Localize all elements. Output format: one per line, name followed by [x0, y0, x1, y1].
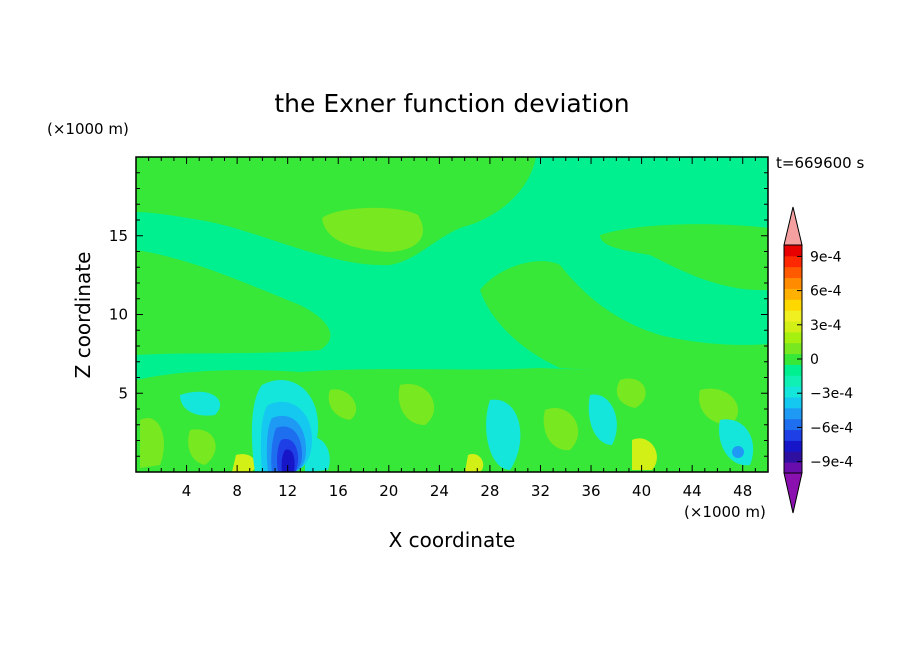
colorbar-segment [784, 364, 802, 376]
contour-patch-cyan-2 [486, 399, 521, 470]
x-tick-label: 32 [531, 482, 550, 500]
colorbar-segment [784, 288, 802, 300]
contour-patch-yellow-8 [632, 438, 657, 470]
x-tick-label: 28 [480, 482, 499, 500]
colorbar-segment [784, 418, 802, 431]
colorbar-tick-label: 3e-4 [810, 318, 842, 334]
x-tick-label: 48 [733, 482, 752, 500]
x-tick-label: 24 [430, 482, 449, 500]
colorbar-segment [784, 342, 802, 355]
colorbar-segment [784, 266, 802, 279]
x-tick-label: 4 [182, 482, 192, 500]
contour-small-low [732, 446, 744, 458]
y-tick-label: 5 [118, 384, 128, 402]
colorbar-tick-label: 6e-4 [810, 284, 842, 300]
contour-region-right-green [480, 261, 768, 375]
colorbar-segment [784, 321, 802, 333]
contour-region-mid-green [136, 250, 331, 355]
x-unit-label: (×1000 m) [684, 503, 766, 521]
contour-region-lens [322, 207, 423, 252]
contour-patch-cyan-3 [588, 394, 617, 445]
colorbar-segment [784, 386, 802, 398]
x-tick-label: 8 [232, 482, 242, 500]
contour-patch-yellow-10 [465, 453, 484, 472]
x-tick-label: 36 [581, 482, 600, 500]
x-axis-label: X coordinate [389, 528, 516, 552]
colorbar-tick-label: 9e-4 [810, 249, 842, 265]
colorbar-segment [784, 331, 802, 344]
colorbar-segment [784, 397, 802, 409]
colorbar-segment [784, 353, 802, 365]
contour-patch-yellow-3 [328, 389, 357, 420]
colorbar-segment [784, 429, 802, 441]
colorbar: 9e-4 6e-4 3e-4 0 −3e-4 −6e-4 −9e-4 [783, 206, 853, 514]
contour-patch-yellow-2 [188, 429, 216, 465]
colorbar-tick-label: −6e-4 [810, 420, 853, 436]
y-axis-ticks: 5 10 15 [109, 172, 768, 457]
colorbar-over-triangle [783, 206, 803, 246]
contour-region-lower-green [136, 368, 768, 472]
colorbar-segment [784, 277, 802, 289]
contour-patch-yellow-5 [543, 408, 579, 451]
colorbar-segment [784, 299, 802, 311]
y-tick-label: 15 [109, 227, 128, 245]
colorbar-tick-label: 0 [810, 352, 819, 368]
contour-patch-cyan-4 [719, 419, 754, 466]
colorbar-tick-label: −9e-4 [810, 455, 853, 471]
x-tick-label: 40 [632, 482, 651, 500]
contour-region-top-band [600, 224, 768, 291]
y-tick-label: 10 [109, 306, 128, 324]
colorbar-segment [784, 440, 802, 452]
contour-patch-yellow-1 [140, 418, 164, 468]
x-tick-label: 12 [278, 482, 297, 500]
time-label: t=669600 s [776, 154, 864, 172]
x-tick-label: 44 [683, 482, 702, 500]
contour-region-upper-green [136, 157, 536, 266]
contour-patch-yellow-6 [616, 378, 646, 408]
colorbar-segment [784, 255, 802, 268]
colorbar-segment [784, 245, 802, 257]
colorbar-segment [784, 462, 802, 474]
contour-patch-yellow-9 [232, 454, 256, 472]
y-unit-label: (×1000 m) [47, 120, 129, 138]
colorbar-segment [784, 407, 802, 420]
colorbar-segment [784, 451, 802, 463]
colorbar-tick-label: −3e-4 [810, 386, 853, 402]
x-tick-label: 16 [329, 482, 348, 500]
contour-patch-yellow-7 [699, 388, 739, 425]
contour-field [136, 157, 768, 472]
chart-title: the Exner function deviation [274, 89, 629, 118]
x-axis-ticks: 4 8 12 16 20 24 28 32 36 40 44 48 [148, 157, 756, 500]
y-axis-label: Z coordinate [71, 252, 95, 379]
colorbar-under-triangle [783, 472, 803, 514]
colorbar-segment [784, 310, 802, 322]
x-tick-label: 20 [379, 482, 398, 500]
contour-patch-yellow-4 [398, 384, 435, 425]
contour-low-level-6 [281, 449, 295, 472]
contour-patch-cyan-1 [180, 391, 221, 416]
colorbar-segment [784, 375, 802, 387]
